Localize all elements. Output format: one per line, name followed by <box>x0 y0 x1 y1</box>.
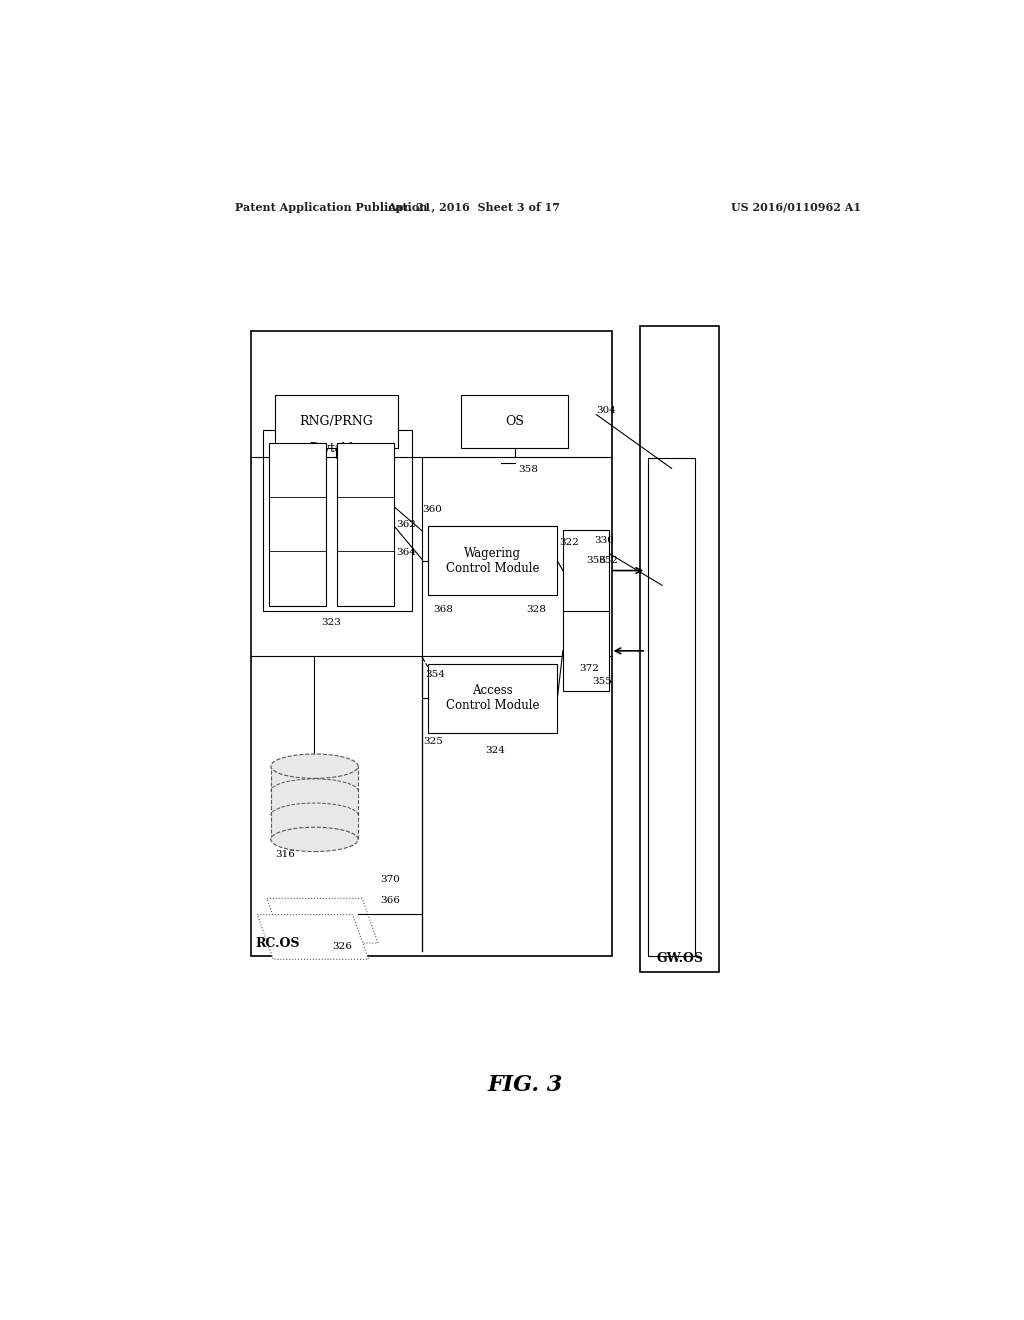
Text: 330: 330 <box>595 536 614 545</box>
Text: Wagering
Control Module: Wagering Control Module <box>445 546 540 576</box>
Text: RNG/PRNG: RNG/PRNG <box>299 416 373 428</box>
Text: 304: 304 <box>596 407 616 414</box>
Text: 326: 326 <box>332 942 352 952</box>
Text: 368: 368 <box>433 605 454 614</box>
Text: 325: 325 <box>423 737 443 746</box>
Text: Apr. 21, 2016  Sheet 3 of 17: Apr. 21, 2016 Sheet 3 of 17 <box>387 202 560 213</box>
Bar <box>428 664 557 733</box>
Text: 362: 362 <box>396 520 416 529</box>
Bar <box>461 395 568 447</box>
Bar <box>563 531 609 690</box>
Bar <box>251 331 612 956</box>
Text: 328: 328 <box>526 605 546 614</box>
Bar <box>337 444 394 606</box>
Text: 356: 356 <box>587 557 606 565</box>
Bar <box>428 527 557 595</box>
Bar <box>263 430 412 611</box>
Ellipse shape <box>270 754 358 779</box>
Text: 355: 355 <box>592 677 612 686</box>
Text: 358: 358 <box>518 466 538 474</box>
Text: 323: 323 <box>322 618 342 627</box>
Text: GW.OS: GW.OS <box>656 953 703 965</box>
Text: 354: 354 <box>425 669 444 678</box>
Text: Access
Control Module: Access Control Module <box>445 684 540 711</box>
Text: 366: 366 <box>380 896 400 906</box>
Text: 322: 322 <box>560 537 580 546</box>
Ellipse shape <box>270 828 358 851</box>
Text: 324: 324 <box>485 746 505 755</box>
Text: 372: 372 <box>579 664 599 673</box>
Text: RC.OS: RC.OS <box>256 937 300 950</box>
Text: 364: 364 <box>396 548 416 557</box>
Bar <box>274 395 397 447</box>
Text: Patent Application Publication: Patent Application Publication <box>236 202 427 213</box>
Polygon shape <box>257 915 369 960</box>
Text: US 2016/0110962 A1: US 2016/0110962 A1 <box>731 202 861 213</box>
Text: 352: 352 <box>598 557 617 565</box>
Text: OS: OS <box>506 416 524 428</box>
Text: 316: 316 <box>275 850 296 858</box>
Bar <box>269 444 327 606</box>
Bar <box>648 458 695 956</box>
Polygon shape <box>267 899 378 942</box>
Text: 360: 360 <box>423 506 442 515</box>
Text: Paytables: Paytables <box>309 442 366 454</box>
Bar <box>270 766 358 840</box>
Text: FIG. 3: FIG. 3 <box>487 1074 562 1097</box>
Text: 370: 370 <box>380 875 400 884</box>
Bar <box>640 326 719 972</box>
